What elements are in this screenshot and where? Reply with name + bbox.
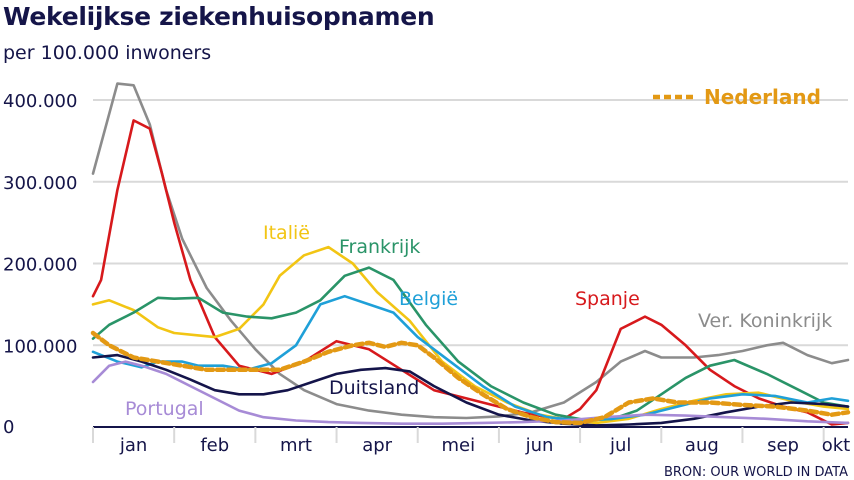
series-line-spanje (91, 119, 850, 426)
x-tick-label: jan (119, 435, 147, 456)
series-label-belgi-: België (399, 288, 458, 310)
series-label-duitsland: Duitsland (329, 377, 419, 399)
legend: Nederland (653, 85, 821, 109)
series-line-belgi- (91, 294, 850, 422)
x-axis: jan feb mrt apr mei jun jul aug sep okt (92, 426, 851, 456)
y-tick-label: 100.000 (3, 336, 77, 357)
series-label-spanje: Spanje (575, 288, 640, 310)
y-tick-label: 0 (3, 417, 14, 438)
x-tick-label: sep (767, 435, 799, 456)
series-label-itali-: Italië (263, 222, 310, 244)
source-note: BRON: OUR WORLD IN DATA (663, 465, 848, 480)
y-tick-label: 400.000 (3, 91, 77, 112)
x-tick-label: jun (525, 435, 554, 456)
x-tick-label: jul (609, 435, 631, 456)
x-tick-label: mei (442, 435, 476, 456)
y-tick-label: 200.000 (3, 255, 77, 276)
series-labels: Ver. Koninkrijk Spanje Italië Frankrijk Belg… (125, 222, 832, 420)
series-label-frankrijk: Frankrijk (339, 236, 420, 258)
series-line-nederland (90, 330, 851, 426)
x-tick-label: apr (362, 435, 392, 456)
series-line-frankrijk (91, 266, 850, 422)
series-label-ver-koninkrijk: Ver. Koninkrijk (698, 310, 832, 332)
series-label-portugal: Portugal (125, 398, 204, 420)
x-tick-label: feb (200, 435, 229, 456)
series-lines (90, 82, 851, 427)
y-tick-label: 300.000 (3, 173, 77, 194)
series-line-portugal (91, 360, 850, 426)
legend-label-nederland: Nederland (704, 85, 821, 109)
chart-subtitle: per 100.000 inwoners (3, 42, 212, 64)
gridlines (93, 99, 848, 347)
x-tick-label: mrt (280, 435, 312, 456)
chart-title: Wekelijkse ziekenhuisopnamen (3, 2, 435, 31)
series-line-ver-koninkrijk (91, 82, 850, 420)
x-tick-label: okt (822, 435, 851, 456)
x-tick-label: aug (685, 435, 719, 456)
y-axis-ticks: 0 100.000 200.000 300.000 400.000 (3, 91, 77, 438)
